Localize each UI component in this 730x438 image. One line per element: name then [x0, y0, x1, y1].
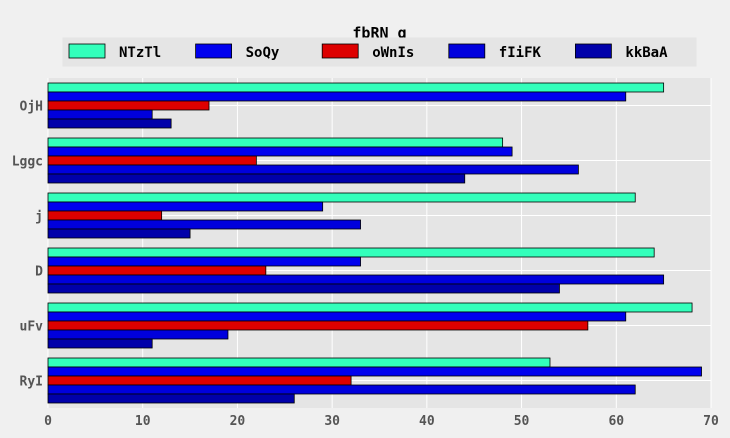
bar — [47, 146, 513, 157]
x-tick-label: 40 — [419, 414, 435, 429]
legend-label: SoQy — [246, 45, 280, 61]
bars — [47, 82, 702, 404]
x-tick-label: 0 — [44, 414, 52, 429]
bar — [47, 357, 551, 368]
bar — [47, 100, 210, 111]
bar — [47, 329, 229, 340]
x-tick-label: 60 — [608, 414, 624, 429]
y-tick-label: uFv — [20, 320, 44, 335]
bar — [47, 302, 693, 313]
x-tick-label: 30 — [324, 414, 340, 429]
bar — [47, 247, 655, 258]
bar — [47, 173, 466, 184]
bar — [47, 210, 163, 221]
legend-label: NTzTl — [119, 45, 161, 61]
bar — [47, 155, 257, 166]
bar — [47, 338, 153, 349]
legend-swatch — [575, 43, 612, 59]
legend-label: oWnIs — [372, 45, 414, 61]
bar — [47, 375, 352, 386]
bar — [47, 82, 665, 93]
y-tick-label: D — [35, 265, 43, 280]
x-tick-label: 50 — [514, 414, 530, 429]
bar — [47, 256, 361, 267]
legend-label: kkBaA — [625, 45, 668, 61]
bar — [47, 228, 191, 239]
y-tick-label: j — [35, 210, 43, 225]
legend: NTzTl SoQy oWnIs fIiFK kkBaA — [62, 37, 697, 67]
legend-swatch — [448, 43, 486, 59]
plot-background — [48, 78, 711, 408]
bar — [47, 91, 627, 102]
bar — [47, 384, 636, 395]
bar — [47, 393, 295, 404]
y-tick-label: Lggc — [12, 155, 43, 170]
legend-swatch — [195, 43, 233, 59]
x-tick-label: 70 — [703, 414, 719, 429]
legend-swatch — [321, 43, 359, 59]
bar — [47, 320, 589, 331]
bar — [47, 311, 627, 322]
x-tick-label: 20 — [230, 414, 246, 429]
bar — [47, 265, 267, 276]
bar — [47, 274, 665, 285]
bar — [47, 366, 702, 377]
bar — [47, 164, 579, 175]
x-tick-label: 10 — [135, 414, 151, 429]
bar — [47, 219, 361, 230]
y-tick-label: RyI — [20, 375, 43, 390]
bar — [47, 192, 636, 203]
bar — [47, 137, 504, 148]
legend-label: fIiFK — [499, 45, 542, 61]
x-tick-labels: 0 10 20 30 40 50 60 70 — [44, 414, 719, 429]
y-tick-label: OjH — [20, 100, 43, 115]
legend-swatch — [68, 43, 106, 59]
bar — [47, 109, 153, 120]
bar — [47, 283, 560, 294]
bar — [47, 118, 172, 129]
bar — [47, 201, 324, 212]
